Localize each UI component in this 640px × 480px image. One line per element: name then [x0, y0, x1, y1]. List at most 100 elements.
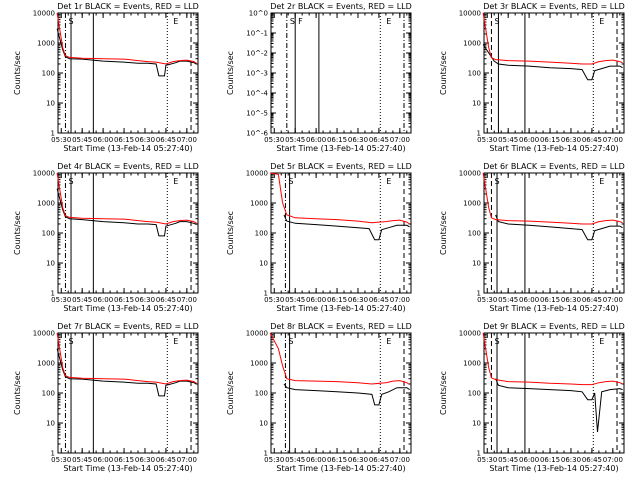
y-tick-label: 1 [264, 450, 268, 458]
y-tick-label: 10 [259, 420, 268, 428]
x-tick-label: 07:00 [390, 296, 410, 304]
y-tick-label: 10^-3 [246, 70, 268, 78]
y-tick-label: 1000 [37, 40, 55, 48]
x-tick-label: 06:30 [348, 296, 368, 304]
x-tick-label: 05:30 [51, 456, 71, 464]
y-tick-label: 1 [477, 450, 481, 458]
x-tick-label: 06:30 [135, 136, 155, 144]
series-lld-line [56, 12, 197, 65]
y-tick-label: 1000 [37, 360, 55, 368]
marker-annotation: E [173, 337, 178, 346]
y-tick-label: 10000 [459, 10, 481, 18]
x-tick-label: 06:45 [156, 136, 176, 144]
y-tick-label: 100 [468, 390, 481, 398]
x-tick-label: 06:45 [369, 456, 389, 464]
y-tick-label: 10 [259, 260, 268, 268]
marker-annotation: S [494, 177, 499, 186]
y-tick-label: 10^-4 [246, 90, 268, 98]
x-tick-label: 07:00 [603, 136, 623, 144]
x-tick-label: 05:45 [72, 136, 92, 144]
y-axis-label: Counts/sec [226, 211, 235, 255]
y-tick-label: 10000 [33, 10, 55, 18]
x-tick-label: 06:30 [561, 296, 581, 304]
y-tick-label: 1 [51, 130, 55, 138]
marker-annotation: S [494, 337, 499, 346]
marker-annotation: E [386, 337, 391, 346]
x-tick-label: 06:00 [93, 136, 113, 144]
chart-panel-9: Det 9r BLACK = Events, RED = LLD 1 10 100 10… [439, 322, 625, 473]
y-tick-label: 10000 [33, 330, 55, 338]
x-tick-label: 05:30 [264, 456, 284, 464]
y-tick-label: 10^0 [249, 10, 268, 18]
marker-annotation: S [288, 337, 293, 346]
y-tick-label: 10000 [246, 170, 268, 178]
x-axis-label: Start Time (13-Feb-14 05:27:40) [276, 144, 405, 153]
marker-annotation: S [290, 17, 295, 26]
x-tick-label: 06:45 [156, 296, 176, 304]
x-tick-label: 06:45 [156, 456, 176, 464]
x-tick-label: 05:45 [285, 136, 305, 144]
chart-panel-8: Det 8r BLACK = Events, RED = LLD 1 10 100 10… [226, 322, 412, 473]
marker-annotation: E [599, 337, 604, 346]
plot-frame [57, 12, 199, 134]
x-axis-label: Start Time (13-Feb-14 05:27:40) [276, 304, 405, 313]
chart-panel-6: Det 6r BLACK = Events, RED = LLD 1 10 100 10… [439, 162, 625, 313]
plot-frame [483, 12, 625, 134]
x-tick-label: 05:45 [498, 296, 518, 304]
x-axis-label: Start Time (13-Feb-14 05:27:40) [63, 304, 192, 313]
y-tick-label: 10000 [246, 330, 268, 338]
y-axis-label: Counts/sec [226, 51, 235, 95]
y-tick-label: 1 [477, 290, 481, 298]
series-events-line [495, 214, 623, 241]
marker-annotation: E [173, 17, 178, 26]
series-events-line [283, 214, 410, 241]
y-tick-label: 1000 [250, 360, 268, 368]
y-tick-label: 1 [477, 130, 481, 138]
y-tick-label: 1000 [463, 40, 481, 48]
plot-frame [270, 172, 412, 294]
x-tick-label: 06:45 [582, 456, 602, 464]
x-tick-label: 05:30 [477, 296, 497, 304]
y-tick-label: 10 [472, 100, 481, 108]
x-tick-label: 05:30 [264, 136, 284, 144]
x-tick-label: 06:15 [327, 296, 347, 304]
series-lld-line [482, 172, 623, 225]
y-axis-label: Counts/sec [439, 371, 448, 415]
x-tick-label: 06:00 [519, 456, 539, 464]
x-tick-label: 06:15 [540, 136, 560, 144]
x-tick-label: 06:45 [369, 296, 389, 304]
y-tick-label: 10^-2 [246, 50, 268, 58]
y-axis-label: Counts/sec [439, 211, 448, 255]
x-tick-label: 06:30 [135, 456, 155, 464]
panel-title: Det 8r BLACK = Events, RED = LLD [270, 322, 412, 331]
marker-annotation: E [386, 177, 391, 186]
x-tick-label: 06:00 [519, 136, 539, 144]
panel-title: Det 5r BLACK = Events, RED = LLD [270, 162, 412, 171]
x-tick-label: 05:45 [72, 296, 92, 304]
y-tick-label: 10000 [459, 170, 481, 178]
x-tick-label: 06:30 [348, 136, 368, 144]
series-events-line [495, 378, 623, 433]
x-tick-label: 05:30 [477, 456, 497, 464]
chart-panel-7: Det 7r BLACK = Events, RED = LLD 1 10 100 10… [13, 322, 199, 473]
plot-frame [57, 332, 199, 454]
marker-annotation: E [386, 17, 391, 26]
y-tick-label: 1000 [37, 200, 55, 208]
x-tick-label: 06:15 [327, 456, 347, 464]
x-tick-label: 06:30 [348, 456, 368, 464]
marker-annotation: F [298, 17, 303, 26]
y-tick-label: 100 [42, 390, 55, 398]
y-tick-label: 100 [42, 230, 55, 238]
y-tick-label: 100 [255, 390, 268, 398]
x-tick-label: 06:30 [135, 296, 155, 304]
marker-annotation: E [599, 17, 604, 26]
series-events-line [56, 28, 197, 77]
x-tick-label: 06:45 [582, 136, 602, 144]
x-tick-label: 05:30 [51, 136, 71, 144]
y-tick-label: 10000 [459, 330, 481, 338]
series-events-line [283, 383, 410, 406]
x-tick-label: 06:00 [519, 296, 539, 304]
panel-title: Det 4r BLACK = Events, RED = LLD [57, 162, 199, 171]
y-tick-label: 10 [46, 100, 55, 108]
